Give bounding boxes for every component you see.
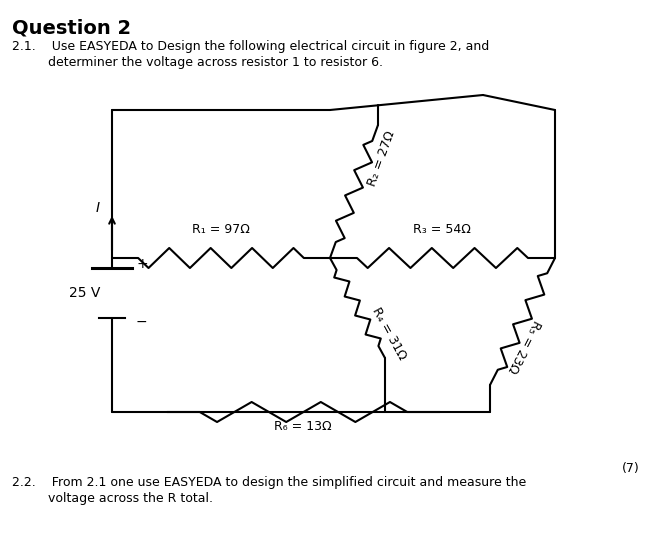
Text: R₄ = 31Ω: R₄ = 31Ω <box>369 305 409 362</box>
Text: R₃ = 54Ω: R₃ = 54Ω <box>413 223 471 236</box>
Text: (7): (7) <box>622 462 640 475</box>
Text: R₆ = 13Ω: R₆ = 13Ω <box>274 420 332 433</box>
Text: 2.1.    Use EASYEDA to Design the following electrical circuit in figure 2, and: 2.1. Use EASYEDA to Design the following… <box>12 40 490 53</box>
Text: R₁ = 97Ω: R₁ = 97Ω <box>192 223 250 236</box>
Text: 2.2.    From 2.1 one use EASYEDA to design the simplified circuit and measure th: 2.2. From 2.1 one use EASYEDA to design … <box>12 476 526 489</box>
Text: determiner the voltage across resistor 1 to resistor 6.: determiner the voltage across resistor 1… <box>12 56 383 69</box>
Text: 25 V: 25 V <box>68 286 100 300</box>
Text: −: − <box>136 315 148 329</box>
Text: voltage across the R total.: voltage across the R total. <box>12 492 213 505</box>
Text: Question 2: Question 2 <box>12 18 131 37</box>
Text: +: + <box>136 257 148 271</box>
Text: R₅ = 23Ω: R₅ = 23Ω <box>505 318 543 375</box>
Text: R₂ = 27Ω: R₂ = 27Ω <box>366 129 398 188</box>
Text: I: I <box>96 201 100 215</box>
